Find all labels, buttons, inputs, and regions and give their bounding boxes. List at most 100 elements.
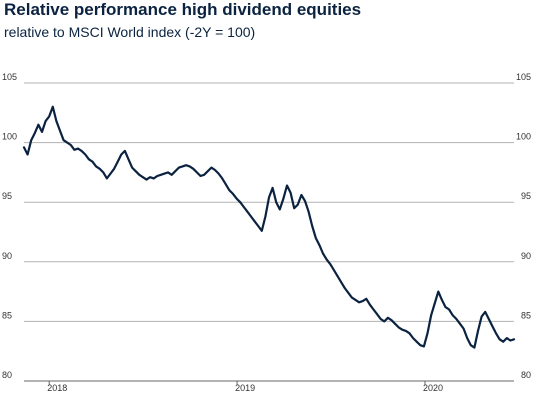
data-point	[41, 131, 43, 133]
data-point	[37, 124, 40, 126]
data-point	[254, 220, 256, 222]
data-point	[372, 308, 375, 311]
data-point	[380, 318, 382, 320]
data-point	[70, 144, 72, 146]
data-point	[491, 325, 493, 327]
y-tick-label-right: 90	[521, 251, 531, 261]
data-point	[293, 207, 295, 209]
data-point	[416, 341, 418, 343]
data-point	[394, 323, 396, 325]
data-point	[106, 177, 108, 179]
data-point	[308, 211, 310, 213]
data-point	[340, 281, 342, 283]
data-point	[149, 176, 151, 178]
data-point	[163, 173, 166, 175]
data-point	[365, 298, 367, 300]
data-point	[448, 308, 450, 311]
data-point	[250, 215, 252, 218]
data-point	[315, 237, 317, 239]
data-point	[127, 158, 130, 160]
data-point	[261, 230, 263, 232]
data-point	[45, 120, 47, 122]
data-point	[95, 165, 97, 167]
data-point	[470, 344, 472, 346]
data-point	[423, 345, 425, 347]
data-point	[318, 244, 320, 246]
data-point	[91, 161, 94, 163]
data-point	[459, 323, 461, 325]
data-point	[477, 330, 479, 332]
data-point	[239, 201, 241, 203]
y-axis-left: 80 85 90 95 100 105	[2, 72, 17, 380]
data-point	[124, 150, 126, 152]
y-tick-label-right: 85	[521, 310, 531, 320]
data-point	[344, 287, 346, 289]
chart-subtitle: relative to MSCI World index (-2Y = 100)	[4, 24, 256, 40]
data-point	[481, 316, 483, 318]
data-point	[502, 341, 504, 343]
data-point	[369, 304, 371, 306]
data-point	[333, 269, 335, 271]
data-point	[23, 146, 25, 148]
y-axis-right: 80 85 90 95 100 105	[516, 72, 531, 380]
data-point	[383, 320, 385, 322]
data-point	[484, 311, 486, 313]
data-point	[499, 338, 501, 340]
data-point	[272, 187, 274, 189]
data-point	[401, 329, 403, 331]
data-point	[452, 314, 454, 316]
data-point	[181, 165, 184, 167]
data-point	[398, 326, 400, 328]
data-point	[52, 106, 54, 108]
data-point	[218, 173, 220, 175]
y-tick-label-left: 90	[2, 251, 12, 261]
data-point	[463, 328, 465, 330]
data-point	[99, 168, 101, 170]
data-point	[185, 164, 187, 166]
data-point	[210, 167, 212, 169]
data-point	[408, 332, 411, 334]
data-point	[300, 194, 302, 196]
data-point	[243, 206, 245, 208]
data-point	[135, 170, 137, 172]
data-point	[282, 198, 284, 200]
data-point	[156, 175, 158, 177]
data-point	[174, 170, 176, 172]
data-point	[214, 169, 216, 171]
data-point	[228, 189, 230, 191]
data-point	[189, 165, 191, 167]
data-point	[434, 302, 436, 305]
data-point	[55, 120, 58, 122]
y-tick-label-left: 80	[2, 370, 12, 380]
data-point	[77, 148, 79, 150]
data-point	[81, 150, 83, 152]
data-point	[221, 177, 223, 179]
y-tick-label-right: 100	[516, 132, 531, 142]
data-point	[48, 115, 50, 117]
x-axis: 2018 2019 2020	[24, 380, 514, 393]
data-point	[117, 161, 119, 163]
y-tick-label-left: 85	[2, 310, 12, 320]
series-layer	[22, 105, 516, 349]
data-point	[257, 225, 259, 227]
data-point	[376, 313, 378, 315]
data-point	[102, 171, 104, 173]
data-point	[322, 252, 324, 255]
data-point	[351, 297, 353, 299]
data-point	[113, 168, 115, 170]
gridlines	[24, 82, 514, 382]
data-point	[268, 196, 270, 198]
data-point	[178, 167, 180, 169]
data-point	[473, 347, 475, 349]
x-tick-label: 2019	[235, 383, 255, 393]
x-tick-label: 2020	[423, 383, 443, 393]
data-point	[109, 173, 112, 175]
y-tick-label-left: 95	[2, 191, 12, 201]
data-point	[84, 153, 86, 156]
x-tick-label: 2018	[47, 383, 67, 393]
y-tick-label-left: 100	[2, 132, 17, 142]
data-point	[441, 299, 443, 301]
data-point	[304, 200, 306, 202]
data-point	[326, 258, 328, 260]
